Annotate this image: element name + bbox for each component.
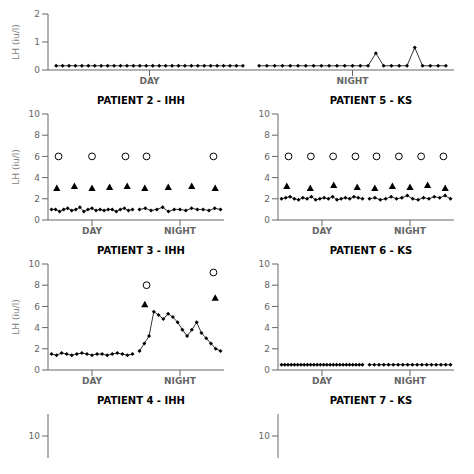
svg-text:2: 2 xyxy=(264,344,270,354)
html-text:PATIENT 5 - KS: PATIENT 5 - KS xyxy=(329,95,413,106)
html-text:PATIENT 2 - IHH: PATIENT 2 - IHH xyxy=(97,95,185,106)
svg-text:6: 6 xyxy=(34,152,40,162)
svg-text:DAY: DAY xyxy=(312,226,333,236)
svg-text:10: 10 xyxy=(259,259,271,269)
html-text:PATIENT 4 - IHH: PATIENT 4 - IHH xyxy=(97,395,185,406)
svg-text:NIGHT: NIGHT xyxy=(164,226,197,236)
svg-text:4: 4 xyxy=(34,323,40,333)
svg-text:10: 10 xyxy=(29,259,41,269)
svg-text:8: 8 xyxy=(264,130,270,140)
svg-text:DAY: DAY xyxy=(82,226,103,236)
svg-text:2: 2 xyxy=(264,194,270,204)
svg-text:NIGHT: NIGHT xyxy=(164,376,197,386)
svg-text:8: 8 xyxy=(34,130,40,140)
html-text:PATIENT 6 - KS: PATIENT 6 - KS xyxy=(329,245,413,256)
svg-text:0: 0 xyxy=(34,365,40,375)
svg-text:6: 6 xyxy=(264,152,270,162)
svg-text:LH (iu/l): LH (iu/l) xyxy=(11,149,21,184)
svg-text:NIGHT: NIGHT xyxy=(394,376,427,386)
svg-text:10: 10 xyxy=(259,431,271,441)
svg-text:4: 4 xyxy=(264,323,270,333)
svg-text:LH (iu/l): LH (iu/l) xyxy=(11,299,21,334)
svg-text:0: 0 xyxy=(34,215,40,225)
svg-text:4: 4 xyxy=(264,173,270,183)
svg-text:10: 10 xyxy=(259,109,271,119)
svg-text:NIGHT: NIGHT xyxy=(337,76,370,86)
svg-text:0: 0 xyxy=(34,65,40,75)
svg-text:10: 10 xyxy=(29,431,41,441)
svg-text:2: 2 xyxy=(34,344,40,354)
svg-text:6: 6 xyxy=(34,302,40,312)
svg-text:1: 1 xyxy=(34,37,40,47)
svg-text:0: 0 xyxy=(264,215,270,225)
html-text:PATIENT 7 - KS: PATIENT 7 - KS xyxy=(329,395,413,406)
svg-text:10: 10 xyxy=(29,109,41,119)
svg-text:DAY: DAY xyxy=(312,376,333,386)
svg-text:8: 8 xyxy=(264,280,270,290)
svg-text:LH (iu/l): LH (iu/l) xyxy=(11,24,21,59)
svg-text:2: 2 xyxy=(34,9,40,19)
html-text:PATIENT 3 - IHH: PATIENT 3 - IHH xyxy=(97,245,185,256)
svg-text:DAY: DAY xyxy=(139,76,160,86)
svg-text:6: 6 xyxy=(264,302,270,312)
svg-text:4: 4 xyxy=(34,173,40,183)
svg-text:8: 8 xyxy=(34,280,40,290)
svg-text:NIGHT: NIGHT xyxy=(394,226,427,236)
svg-text:DAY: DAY xyxy=(82,376,103,386)
svg-text:2: 2 xyxy=(34,194,40,204)
svg-text:0: 0 xyxy=(264,365,270,375)
